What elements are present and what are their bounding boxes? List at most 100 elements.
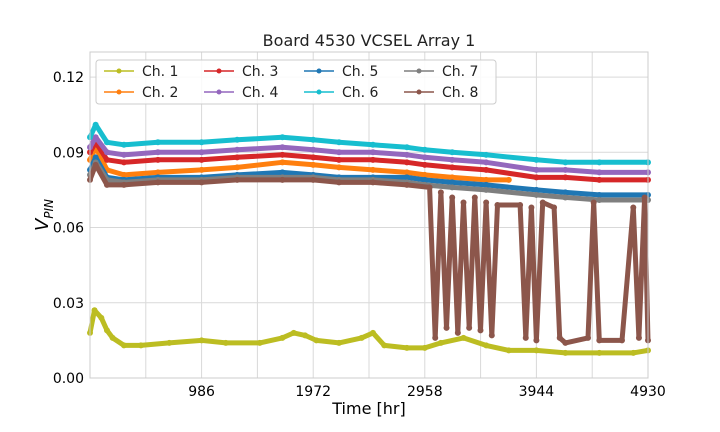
data-point — [483, 151, 490, 158]
x-tick-label: 986 — [188, 384, 215, 400]
data-point — [460, 334, 467, 341]
data-point — [437, 189, 444, 196]
data-point — [403, 151, 410, 158]
data-point — [336, 339, 343, 346]
legend-label: Ch. 1 — [142, 64, 178, 80]
data-point — [92, 154, 99, 161]
data-point — [369, 329, 376, 336]
data-point — [234, 146, 241, 153]
data-point — [198, 149, 205, 156]
legend-marker — [316, 68, 322, 74]
data-point — [483, 186, 490, 193]
data-point — [460, 199, 467, 206]
data-point — [596, 349, 603, 356]
data-point — [369, 166, 376, 173]
data-point — [596, 191, 603, 198]
data-point — [234, 136, 241, 143]
data-point — [466, 324, 473, 331]
legend-item: Ch. 5 — [304, 64, 378, 80]
data-point — [562, 189, 569, 196]
data-point — [426, 184, 433, 191]
data-point — [488, 332, 495, 339]
legend-marker — [416, 68, 422, 74]
data-point — [336, 179, 343, 186]
data-point — [533, 191, 540, 198]
data-point — [596, 196, 603, 203]
data-point — [562, 339, 569, 346]
x-tick-label: 3944 — [519, 384, 555, 400]
data-point — [449, 194, 456, 201]
data-point — [198, 166, 205, 173]
data-point — [109, 334, 116, 341]
data-point — [336, 139, 343, 146]
legend-label: Ch. 6 — [342, 85, 379, 101]
data-point — [137, 342, 144, 349]
legend-marker — [416, 89, 422, 95]
legend-item: Ch. 6 — [304, 85, 379, 101]
data-point — [198, 156, 205, 163]
data-point — [443, 324, 450, 331]
legend-item: Ch. 3 — [204, 64, 278, 80]
data-point — [279, 159, 286, 166]
data-point — [528, 204, 535, 211]
data-point — [505, 347, 512, 354]
data-point — [483, 342, 490, 349]
data-point — [432, 334, 439, 341]
data-point — [120, 342, 127, 349]
data-point — [403, 174, 410, 181]
data-point — [421, 171, 428, 178]
data-point — [279, 134, 286, 141]
svg-text:VPIN: VPIN — [32, 199, 56, 231]
data-point — [421, 176, 428, 183]
data-point — [310, 136, 317, 143]
legend-marker — [116, 89, 122, 95]
y-axis-title: VPIN — [32, 199, 56, 231]
data-point — [483, 159, 490, 166]
legend-item: Ch. 4 — [204, 85, 279, 101]
data-point — [310, 154, 317, 161]
x-tick-label: 2958 — [407, 384, 443, 400]
legend-marker — [316, 89, 322, 95]
data-point — [336, 164, 343, 171]
data-point — [533, 166, 540, 173]
legend-label: Ch. 8 — [442, 85, 478, 101]
data-point — [120, 159, 127, 166]
data-point — [279, 151, 286, 158]
data-point — [369, 179, 376, 186]
data-point — [103, 181, 110, 188]
data-point — [437, 339, 444, 346]
data-point — [562, 349, 569, 356]
data-point — [449, 149, 456, 156]
data-point — [562, 159, 569, 166]
data-point — [358, 334, 365, 341]
data-point — [154, 156, 161, 163]
data-point — [234, 176, 241, 183]
data-point — [596, 169, 603, 176]
data-point — [92, 161, 99, 168]
data-point — [483, 166, 490, 173]
data-point — [539, 199, 546, 206]
data-point — [310, 146, 317, 153]
plot-frame — [89, 51, 649, 379]
data-point — [98, 314, 105, 321]
legend: Ch. 1 Ch. 2 Ch. 3 Ch. 4 Ch. 5 Ch. 6 Ch. 7 Ch. 8 — [95, 59, 497, 105]
data-point — [477, 327, 484, 334]
data-point — [533, 337, 540, 344]
data-point — [234, 154, 241, 161]
data-point — [154, 179, 161, 186]
data-point — [403, 169, 410, 176]
data-point — [310, 176, 317, 183]
legend-label: Ch. 2 — [142, 85, 178, 101]
data-point — [449, 164, 456, 171]
data-point — [403, 144, 410, 151]
legend-marker — [216, 68, 222, 74]
data-point — [533, 347, 540, 354]
data-point — [302, 332, 309, 339]
data-point — [103, 139, 110, 146]
data-point — [533, 186, 540, 193]
x-tick-label: 1972 — [295, 384, 331, 400]
data-point — [522, 334, 529, 341]
data-point — [154, 139, 161, 146]
data-point — [483, 181, 490, 188]
